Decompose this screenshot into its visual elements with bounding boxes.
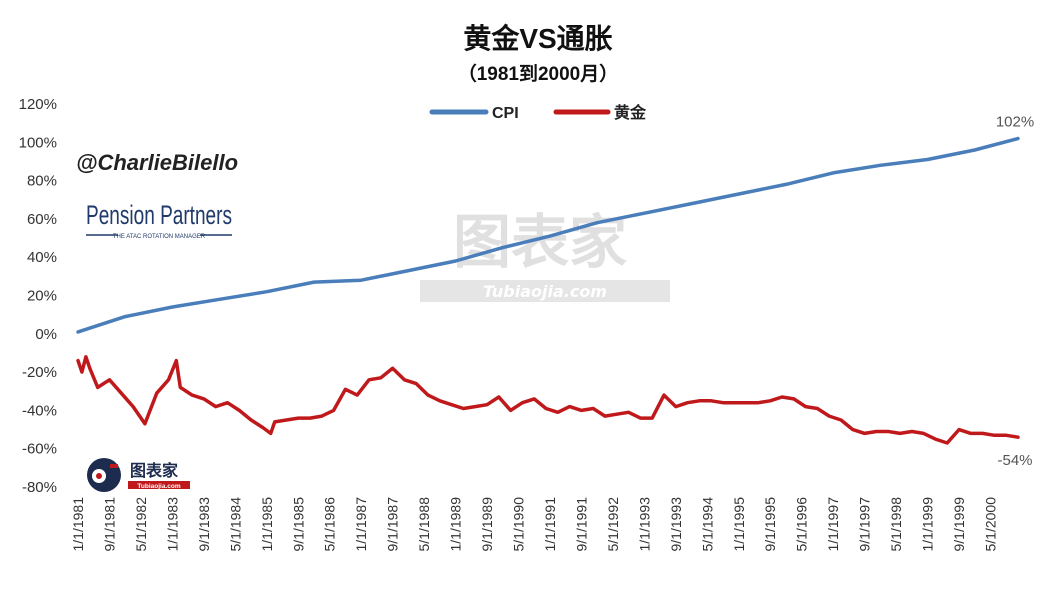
brand-name: Pension Partners xyxy=(86,200,232,230)
x-tick-label: 9/1/1985 xyxy=(290,497,306,552)
legend-label-gold: 黄金 xyxy=(614,103,647,122)
x-tick-label: 9/1/1997 xyxy=(857,497,873,552)
x-tick-label: 9/1/1999 xyxy=(951,497,967,552)
x-tick-label: 5/1/1996 xyxy=(794,497,810,552)
end-labels: 102% -54% xyxy=(996,113,1034,469)
x-tick-label: 1/1/1993 xyxy=(636,497,652,552)
x-tick-label: 1/1/1995 xyxy=(731,497,747,552)
y-tick-label: 80% xyxy=(27,173,57,190)
x-tick-label: 9/1/1987 xyxy=(385,497,401,552)
y-tick-label: -20% xyxy=(22,364,57,381)
legend: CPI 黄金 xyxy=(429,103,647,122)
site-watermark-cn: 图表家 xyxy=(453,208,627,276)
y-tick-label: 20% xyxy=(27,288,57,305)
y-tick-label: 120% xyxy=(19,96,57,113)
chart-title: 黄金VS通胀 xyxy=(463,22,612,54)
x-tick-label: 1/1/1999 xyxy=(920,497,936,552)
x-tick-label: 5/1/1998 xyxy=(888,497,904,552)
x-tick-label: 1/1/1981 xyxy=(70,497,86,552)
x-tick-label: 5/1/2000 xyxy=(982,497,998,552)
x-tick-label: 5/1/1992 xyxy=(605,497,621,552)
x-tick-label: 1/1/1991 xyxy=(542,497,558,552)
logo-text-en: Tubiaojia.com xyxy=(137,483,180,490)
y-axis: 120% 100% 80% 60% 40% 20% 0% -20% -40% -60% -80% xyxy=(19,96,57,496)
series-line-gold xyxy=(76,355,1020,445)
legend-label-cpi: CPI xyxy=(492,105,519,122)
x-tick-label: 5/1/1994 xyxy=(699,497,715,552)
y-tick-label: 60% xyxy=(27,211,57,228)
x-tick-label: 5/1/1990 xyxy=(511,497,527,552)
chart-subtitle: （1981到2000月） xyxy=(458,62,619,85)
brand-tagline: THE ATAC ROTATION MANAGER xyxy=(113,234,206,240)
site-watermark-en: Tubiaojia.com xyxy=(483,282,607,301)
y-tick-label: -40% xyxy=(22,402,57,419)
series-layer xyxy=(76,136,1020,445)
x-tick-label: 5/1/1982 xyxy=(133,497,149,552)
x-tick-label: 9/1/1991 xyxy=(573,497,589,552)
x-tick-label: 9/1/1983 xyxy=(196,497,212,552)
y-tick-label: -80% xyxy=(22,479,57,496)
author-handle: @CharlieBilello xyxy=(76,150,238,175)
tubiaojia-logo: 图表家 Tubiaojia.com xyxy=(87,458,190,492)
logo-text-cn: 图表家 xyxy=(130,461,179,480)
x-tick-label: 1/1/1997 xyxy=(825,497,841,552)
y-tick-label: 0% xyxy=(35,326,57,343)
x-tick-label: 5/1/1984 xyxy=(227,497,243,552)
x-tick-label: 5/1/1986 xyxy=(322,497,338,552)
x-tick-label: 5/1/1988 xyxy=(416,497,432,552)
y-tick-label: 100% xyxy=(19,134,57,151)
x-tick-label: 9/1/1981 xyxy=(101,497,117,552)
x-tick-label: 1/1/1985 xyxy=(259,497,275,552)
x-tick-label: 9/1/1993 xyxy=(668,497,684,552)
x-tick-label: 1/1/1987 xyxy=(353,497,369,552)
x-tick-label: 9/1/1995 xyxy=(762,497,778,552)
y-tick-label: -60% xyxy=(22,441,57,458)
x-tick-label: 1/1/1983 xyxy=(164,497,180,552)
series-line-cpi xyxy=(76,136,1020,334)
y-tick-label: 40% xyxy=(27,249,57,266)
end-label-gold: -54% xyxy=(997,452,1032,469)
x-axis: 1/1/1981 9/1/1981 5/1/1982 1/1/1983 9/1/1983… xyxy=(70,497,998,552)
site-watermark: 图表家 Tubiaojia.com xyxy=(420,208,670,302)
x-tick-label: 1/1/1989 xyxy=(448,497,464,552)
end-label-cpi: 102% xyxy=(996,113,1034,130)
x-tick-label: 9/1/1989 xyxy=(479,497,495,552)
pension-partners-logo: Pension Partners THE ATAC ROTATION MANAG… xyxy=(86,200,232,240)
